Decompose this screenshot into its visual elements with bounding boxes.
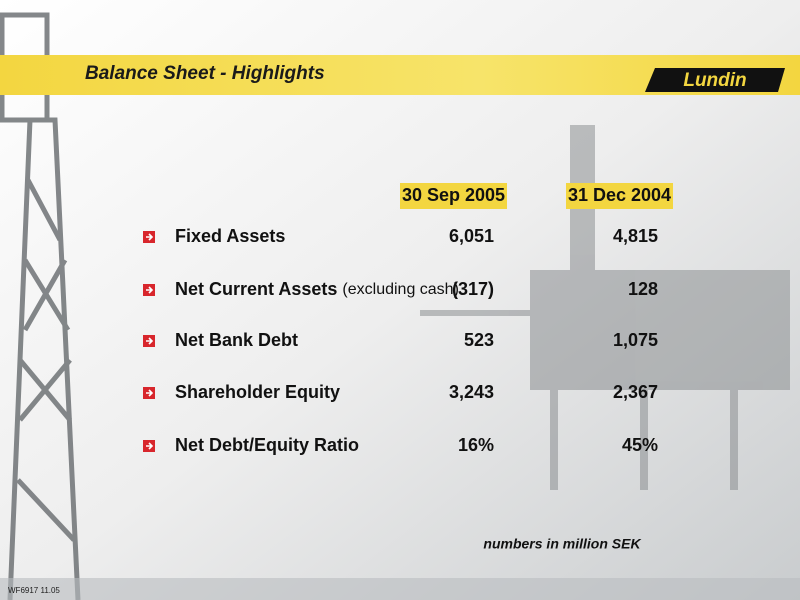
footer-code: WF6917 11.05	[8, 586, 60, 595]
sea-band	[0, 578, 800, 600]
cell-value: 128	[628, 279, 658, 299]
row-label-text: Shareholder Equity	[175, 382, 340, 402]
logo: Lundin	[645, 68, 785, 92]
bullet-arrow	[146, 389, 154, 397]
column-header-box	[566, 183, 673, 209]
cell-value: 3,243	[449, 382, 494, 402]
row-label-text: Fixed Assets	[175, 226, 285, 246]
logo-text: Lundin	[683, 70, 746, 91]
bullet	[143, 440, 155, 452]
row-label-text: Net Bank Debt	[175, 330, 298, 350]
bullet-arrow	[146, 286, 154, 294]
column-header: 30 Sep 2005	[402, 185, 505, 205]
logo-shape	[645, 68, 785, 92]
page-title: Balance Sheet - Highlights	[85, 63, 325, 84]
row-label-note: (excluding cash)	[342, 281, 459, 298]
cell-value: 523	[464, 330, 494, 350]
bullet	[143, 284, 155, 296]
bullet-arrow	[146, 233, 154, 241]
bullet	[143, 335, 155, 347]
cell-value: 1,075	[613, 330, 658, 350]
cell-value: 6,051	[449, 226, 494, 246]
cell-value: (317)	[452, 279, 494, 299]
cell-value: 16%	[458, 435, 494, 455]
row-label: Net Current Assets (excluding cash)	[175, 279, 459, 299]
bullet	[143, 387, 155, 399]
row-label: Net Bank Debt	[175, 330, 298, 350]
cell-value: 4,815	[613, 226, 658, 246]
row-label: Net Debt/Equity Ratio	[175, 435, 359, 455]
column-header-box	[400, 183, 507, 209]
row-label: Shareholder Equity	[175, 382, 340, 402]
row-label-text: Net Debt/Equity Ratio	[175, 435, 359, 455]
row-label: Fixed Assets	[175, 226, 285, 246]
column-header: 31 Dec 2004	[568, 185, 671, 205]
bullet-arrow	[146, 337, 154, 345]
platform-silhouette	[420, 125, 790, 490]
cell-value: 45%	[622, 435, 658, 455]
bullet-arrow	[146, 442, 154, 450]
cell-value: 2,367	[613, 382, 658, 402]
table: 30 Sep 2005 31 Dec 2004 Fixed Assets 6,051 4…	[143, 183, 673, 455]
footnote: numbers in million SEK	[483, 536, 641, 552]
row-label-text: Net Current Assets	[175, 279, 337, 299]
bullet	[143, 231, 155, 243]
